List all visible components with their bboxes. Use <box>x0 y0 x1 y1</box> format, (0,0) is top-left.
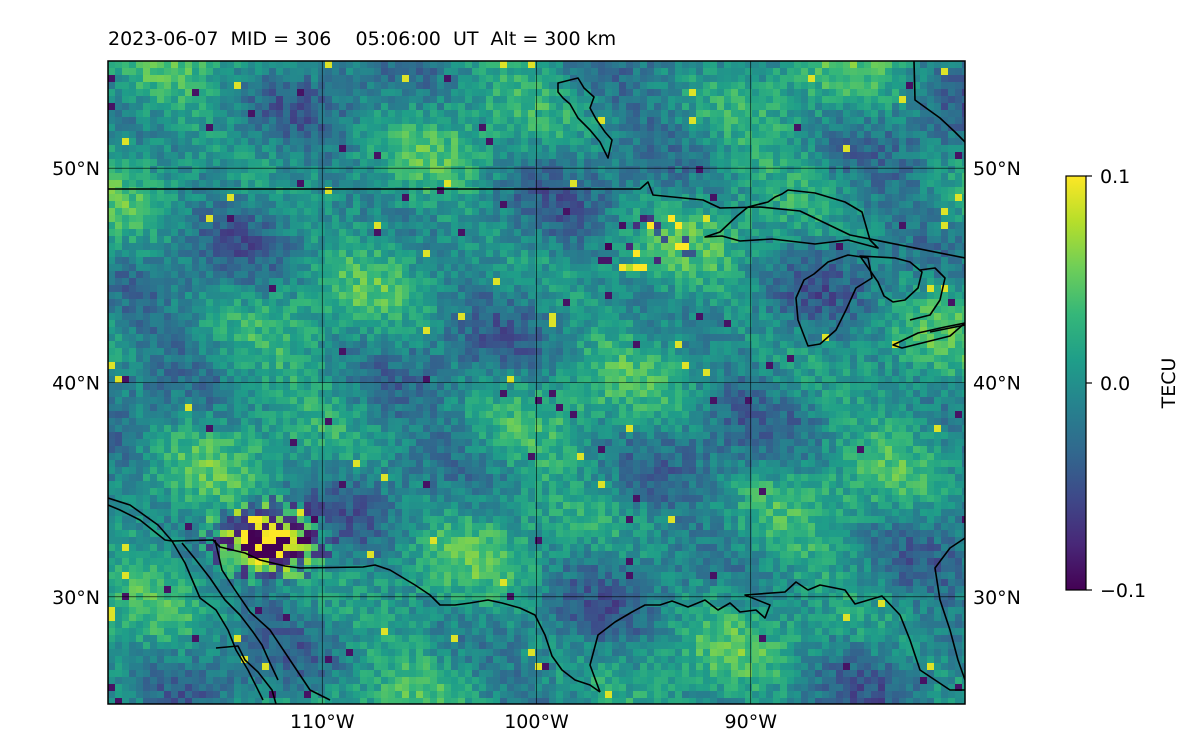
map-title: 2023-06-07 MID = 306 05:06:00 UT Alt = 3… <box>108 28 617 50</box>
lat-tick-label-right: 30°N <box>973 587 1021 609</box>
lake-erie <box>892 322 965 349</box>
lat-tick-label-right: 50°N <box>973 158 1021 180</box>
lon-tick-label: 110°W <box>290 711 355 733</box>
lat-tick-label-left: 30°N <box>52 587 100 609</box>
lat-tick-label-right: 40°N <box>973 373 1021 395</box>
sonora-coast <box>215 645 277 704</box>
lake-ontario <box>929 324 965 333</box>
colorbar-label: TECU <box>1158 358 1180 410</box>
us-canada-border <box>108 181 965 259</box>
lake-superior <box>704 189 879 249</box>
colorbar-gradient <box>1065 175 1087 591</box>
florida-coast <box>934 537 965 681</box>
colorbar-tick-label: −0.1 <box>1100 580 1146 602</box>
tec-field <box>108 61 965 704</box>
lon-tick-label: 100°W <box>504 711 569 733</box>
lake-winnipeg <box>557 77 613 159</box>
colorbar: 0.1 0.0 −0.1 TECU <box>1065 166 1180 602</box>
colorbar-tick-label: 0.0 <box>1100 373 1130 395</box>
latitude-ticks: 50°N 50°N 40°N 40°N 30°N 30°N <box>52 158 1021 609</box>
longitude-ticks: 110°W 100°W 90°W <box>290 711 777 733</box>
colorbar-ticks: 0.1 0.0 −0.1 <box>1086 166 1146 602</box>
gulf-coast <box>589 581 965 693</box>
map-frame <box>107 60 966 705</box>
mexico-west-coast <box>214 539 331 701</box>
lat-tick-label-left: 40°N <box>52 373 100 395</box>
map-gridlines <box>108 61 965 704</box>
colorbar-tick-label: 0.1 <box>1100 166 1130 188</box>
map-panel <box>107 60 966 705</box>
hudson-bay-coast <box>913 61 965 143</box>
us-mexico-border <box>108 504 601 693</box>
gulf-of-california <box>181 542 279 681</box>
baja-coast <box>108 497 264 701</box>
lat-tick-label-left: 50°N <box>52 158 100 180</box>
lake-huron <box>859 255 923 303</box>
eastern-shoreline <box>909 267 946 321</box>
lake-michigan <box>795 254 873 347</box>
lon-tick-label: 90°W <box>725 711 778 733</box>
coastlines-and-borders <box>108 61 965 704</box>
